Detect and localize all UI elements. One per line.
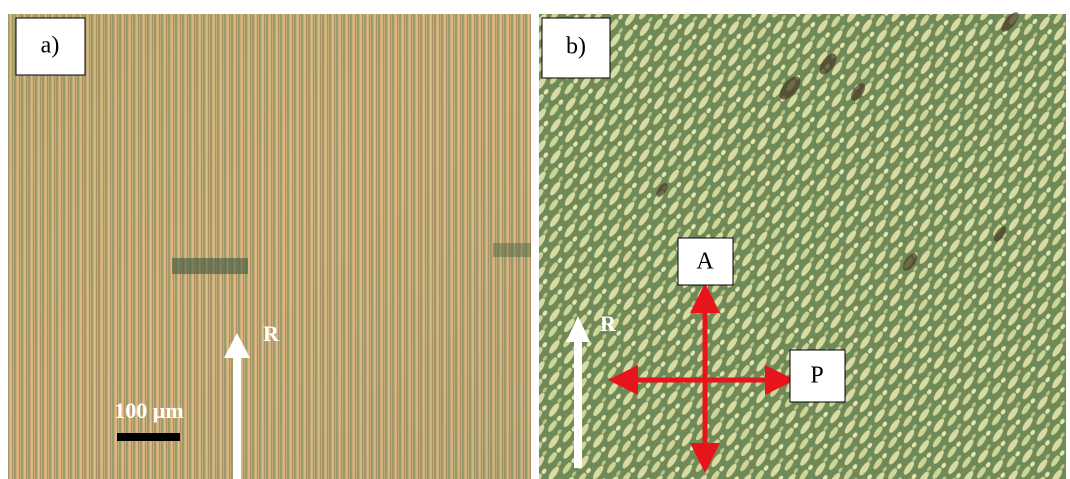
defect — [172, 258, 248, 274]
scale-label: 100 µm — [114, 398, 184, 423]
tint — [8, 14, 531, 479]
scale-bar — [117, 433, 180, 441]
micrograph-b — [539, 14, 1066, 479]
panel-label: a) — [41, 33, 60, 59]
arrow-shaft — [233, 358, 241, 479]
figure: a) R 100 µm b) R A P — [0, 0, 1070, 479]
arrow-shaft — [574, 340, 582, 468]
panel-a: a) R 100 µm — [8, 14, 531, 479]
arrow-label: R — [600, 311, 617, 336]
defect — [493, 243, 531, 257]
polarizer-label: P — [810, 363, 823, 389]
arrow-label: R — [263, 321, 280, 346]
analyzer-label: A — [696, 249, 714, 275]
panel-label: b) — [566, 34, 586, 60]
panel-b: b) R A P — [539, 10, 1066, 479]
